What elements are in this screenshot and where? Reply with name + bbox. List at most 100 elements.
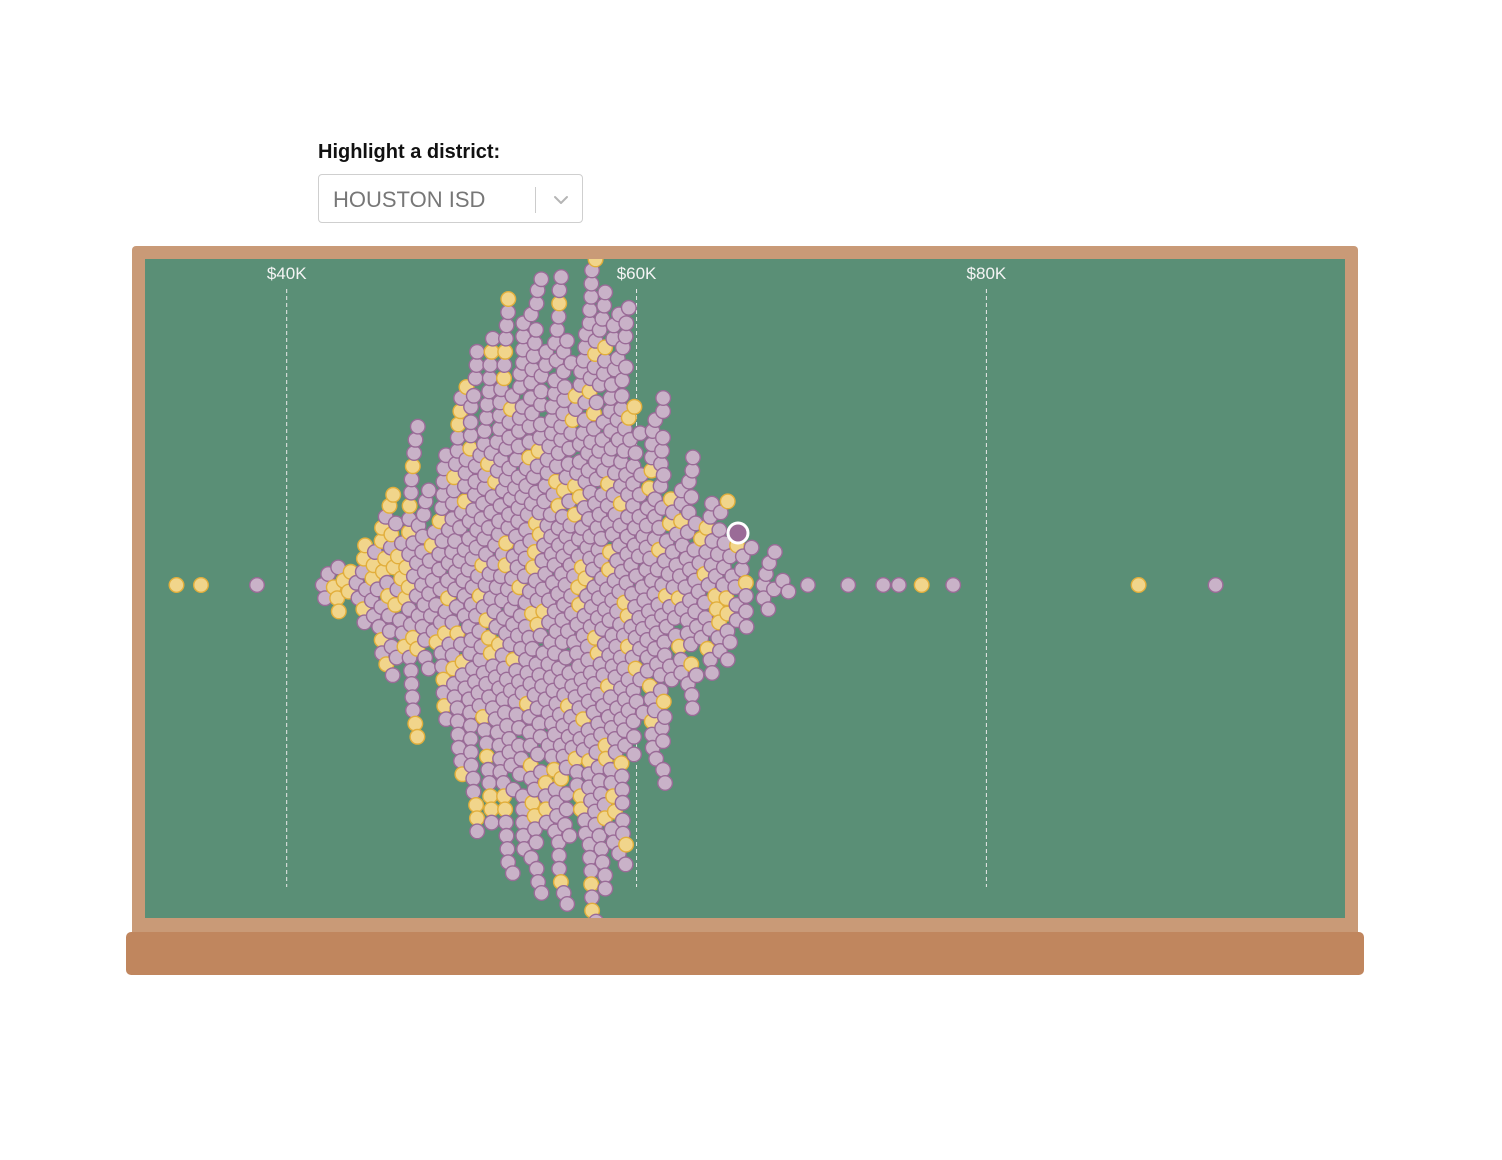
district-dot[interactable]	[626, 728, 643, 745]
district-dot[interactable]	[551, 860, 568, 877]
district-dot[interactable]	[583, 288, 600, 305]
district-dot[interactable]	[684, 700, 701, 717]
district-select[interactable]: HOUSTON ISD	[318, 174, 583, 223]
district-dot-highlighted[interactable]	[613, 755, 630, 772]
outlier-dot[interactable]	[248, 577, 265, 594]
district-dot[interactable]	[684, 462, 701, 479]
district-dot[interactable]	[463, 744, 480, 761]
district-dot[interactable]	[657, 775, 674, 792]
district-dot[interactable]	[463, 757, 480, 774]
selected-district-dot[interactable]	[726, 521, 750, 545]
district-dot[interactable]	[627, 444, 644, 461]
district-dot[interactable]	[719, 651, 736, 668]
district-dot[interactable]	[656, 709, 673, 726]
district-dot[interactable]	[528, 295, 545, 312]
district-dot[interactable]	[620, 299, 637, 316]
district-dot-highlighted[interactable]	[479, 748, 496, 765]
district-dot[interactable]	[481, 775, 498, 792]
district-dot[interactable]	[581, 302, 598, 319]
district-dot[interactable]	[500, 304, 517, 321]
district-dot[interactable]	[476, 422, 493, 439]
district-dot-highlighted[interactable]	[719, 493, 736, 510]
district-dot[interactable]	[528, 321, 545, 338]
district-dot[interactable]	[588, 913, 604, 918]
district-dot[interactable]	[738, 588, 755, 605]
district-dot-highlighted[interactable]	[583, 876, 600, 893]
district-dot[interactable]	[558, 801, 575, 818]
district-dot[interactable]	[588, 394, 605, 411]
district-dot[interactable]	[462, 414, 479, 431]
district-dot[interactable]	[478, 409, 495, 426]
district-dot[interactable]	[498, 827, 515, 844]
district-dot[interactable]	[469, 343, 486, 360]
district-dot[interactable]	[559, 332, 576, 349]
district-dot[interactable]	[556, 378, 573, 395]
district-dot[interactable]	[387, 515, 404, 532]
district-dot[interactable]	[617, 856, 634, 873]
district-dot[interactable]	[561, 827, 578, 844]
district-dot[interactable]	[655, 403, 672, 420]
district-dot[interactable]	[683, 488, 700, 505]
district-dot[interactable]	[614, 812, 631, 829]
district-dot-highlighted[interactable]	[500, 291, 517, 308]
district-dot[interactable]	[449, 429, 466, 446]
district-dot[interactable]	[482, 356, 499, 373]
district-dot[interactable]	[476, 722, 493, 739]
district-dot[interactable]	[614, 781, 631, 798]
district-dot[interactable]	[465, 783, 482, 800]
district-dot[interactable]	[550, 308, 567, 325]
district-dot[interactable]	[403, 471, 420, 488]
district-dot[interactable]	[614, 794, 631, 811]
district-dot[interactable]	[533, 885, 550, 902]
district-dot[interactable]	[766, 544, 783, 561]
district-dot[interactable]	[553, 268, 570, 286]
district-dot[interactable]	[655, 466, 672, 483]
district-dot-highlighted[interactable]	[626, 398, 643, 415]
district-dot[interactable]	[528, 860, 545, 877]
district-dot-highlighted[interactable]	[496, 370, 513, 387]
district-dot[interactable]	[655, 429, 672, 446]
district-dot[interactable]	[614, 372, 631, 389]
district-dot[interactable]	[780, 583, 797, 600]
district-dot[interactable]	[799, 577, 816, 594]
district-dot[interactable]	[597, 284, 614, 301]
district-dot[interactable]	[479, 396, 496, 413]
district-dot[interactable]	[738, 618, 755, 635]
district-dot[interactable]	[583, 889, 600, 906]
outlier-dot[interactable]	[945, 577, 962, 594]
district-dot[interactable]	[551, 847, 568, 864]
district-dot-highlighted[interactable]	[401, 497, 418, 514]
district-dot[interactable]	[655, 389, 672, 406]
outlier-dot[interactable]	[890, 577, 907, 594]
district-dot-highlighted[interactable]	[385, 486, 402, 503]
district-dot[interactable]	[655, 733, 672, 750]
district-dot[interactable]	[654, 442, 671, 459]
district-dot-highlighted[interactable]	[524, 794, 541, 811]
district-dot[interactable]	[465, 770, 482, 787]
district-dot[interactable]	[498, 330, 515, 347]
district-dot[interactable]	[484, 330, 501, 347]
district-dot[interactable]	[596, 297, 613, 314]
district-dot-highlighted[interactable]	[404, 458, 421, 475]
district-dot-highlighted[interactable]	[483, 801, 500, 818]
district-dot[interactable]	[711, 522, 728, 539]
outlier-dot[interactable]	[875, 577, 892, 594]
district-dot[interactable]	[738, 603, 755, 620]
district-dot-highlighted[interactable]	[618, 836, 635, 853]
district-dot[interactable]	[614, 387, 631, 404]
district-dot[interactable]	[478, 735, 495, 752]
district-dot[interactable]	[583, 275, 600, 292]
district-dot[interactable]	[551, 282, 568, 299]
district-dot[interactable]	[743, 539, 760, 556]
district-dot[interactable]	[617, 328, 634, 345]
district-dot[interactable]	[498, 317, 515, 334]
district-dot-highlighted[interactable]	[330, 603, 347, 620]
district-dot[interactable]	[420, 660, 437, 677]
district-dot[interactable]	[625, 713, 642, 730]
district-dot-highlighted[interactable]	[655, 693, 672, 710]
district-dot[interactable]	[688, 667, 705, 684]
district-dot[interactable]	[722, 634, 739, 651]
district-dot[interactable]	[407, 431, 424, 448]
district-dot[interactable]	[614, 768, 631, 785]
district-dot[interactable]	[403, 484, 420, 501]
